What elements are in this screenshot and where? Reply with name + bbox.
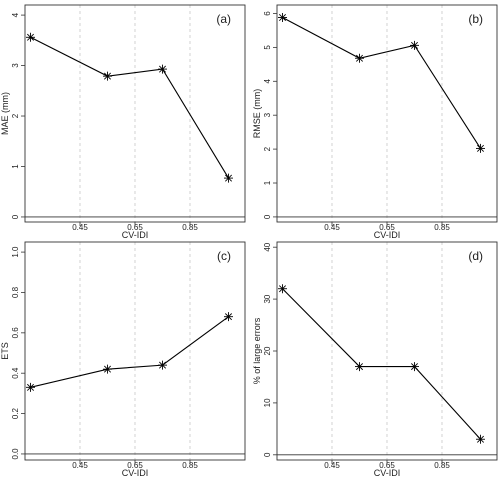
- series-line: [30, 316, 229, 388]
- x-tick-label: 0.85: [182, 461, 198, 470]
- data-point: [355, 53, 364, 63]
- x-axis-label: CV-IDI: [374, 468, 401, 478]
- data-point: [476, 434, 485, 444]
- y-axis-label: RMSE (mm): [252, 89, 262, 139]
- y-tick-label: 40: [263, 242, 272, 251]
- y-tick-label: 0.8: [11, 286, 20, 298]
- data-point: [26, 382, 35, 392]
- x-axis-label: CV-IDI: [374, 230, 401, 240]
- panel-label: (c): [217, 249, 231, 263]
- data-point: [410, 40, 419, 50]
- x-axis-label: CV-IDI: [122, 468, 149, 478]
- x-tick-label: 0.45: [72, 461, 88, 470]
- y-tick-label: 2: [11, 113, 20, 118]
- series-line: [282, 17, 481, 149]
- y-tick-label: 3: [263, 112, 272, 117]
- y-tick-label: 5: [263, 45, 272, 50]
- series-line: [30, 36, 229, 179]
- x-axis-label: CV-IDI: [122, 230, 149, 240]
- data-point: [278, 13, 287, 23]
- x-tick-label: 0.85: [434, 461, 450, 470]
- panel-a: 0 1 2 3 4 0.45 0.65 0.85 CV-IDI MAE (mm) (a): [0, 4, 246, 240]
- x-tick-label: 0.85: [434, 223, 450, 232]
- y-tick-label: 0.0: [11, 448, 20, 460]
- data-point: [476, 143, 485, 153]
- data-point: [158, 64, 167, 74]
- y-tick-label: 0: [263, 214, 272, 219]
- panel-d: 0 10 20 30 40 0.45 0.65 0.85 CV-IDI % of large er…: [252, 241, 498, 478]
- series-line: [282, 288, 481, 440]
- panel-label: (d): [468, 249, 483, 263]
- data-point: [278, 284, 287, 294]
- panel-label: (a): [216, 12, 231, 26]
- data-point: [224, 312, 233, 322]
- x-tick-label: 0.65: [127, 461, 143, 470]
- y-axis-label: ETS: [0, 342, 10, 360]
- y-tick-label: 0.6: [11, 327, 20, 339]
- y-tick-label: 2: [263, 146, 272, 151]
- y-tick-label: 0.4: [11, 367, 20, 379]
- x-tick-label: 0.85: [182, 223, 198, 232]
- x-tick-label: 0.65: [379, 461, 395, 470]
- y-tick-label: 1.0: [11, 246, 20, 258]
- x-tick-label: 0.45: [324, 461, 340, 470]
- panel-b: 0 1 2 3 4 5 6 0.45 0.65 0.85 CV-IDI RMSE (mm) (b): [252, 4, 498, 240]
- panel-label: (b): [468, 12, 483, 26]
- data-point: [103, 364, 112, 374]
- y-tick-label: 30: [263, 294, 272, 303]
- y-axis-label: MAE (mm): [0, 92, 10, 135]
- y-tick-label: 20: [263, 346, 272, 355]
- data-point: [410, 362, 419, 372]
- y-tick-label: 4: [263, 79, 272, 84]
- y-tick-label: 1: [263, 180, 272, 185]
- y-tick-label: 4: [11, 12, 20, 17]
- x-tick-label: 0.45: [324, 223, 340, 232]
- data-point: [355, 362, 364, 372]
- data-point: [158, 360, 167, 370]
- data-point: [103, 71, 112, 81]
- y-tick-label: 0.2: [11, 407, 20, 419]
- y-tick-label: 0: [263, 452, 272, 457]
- y-tick-label: 6: [263, 11, 272, 16]
- y-tick-label: 3: [11, 63, 20, 68]
- panel-c: 0.0 0.2 0.4 0.6 0.8 1.0 0.45 0.65 0.85 CV-IDI ETS (…: [0, 241, 246, 478]
- data-point: [26, 32, 35, 42]
- data-point: [224, 173, 233, 183]
- y-axis-label: % of large errors: [252, 317, 262, 384]
- x-tick-label: 0.45: [72, 223, 88, 232]
- x-tick-label: 0.65: [379, 223, 395, 232]
- y-tick-label: 10: [263, 398, 272, 407]
- x-tick-label: 0.65: [127, 223, 143, 232]
- y-tick-label: 0: [11, 214, 20, 219]
- y-tick-label: 1: [11, 164, 20, 169]
